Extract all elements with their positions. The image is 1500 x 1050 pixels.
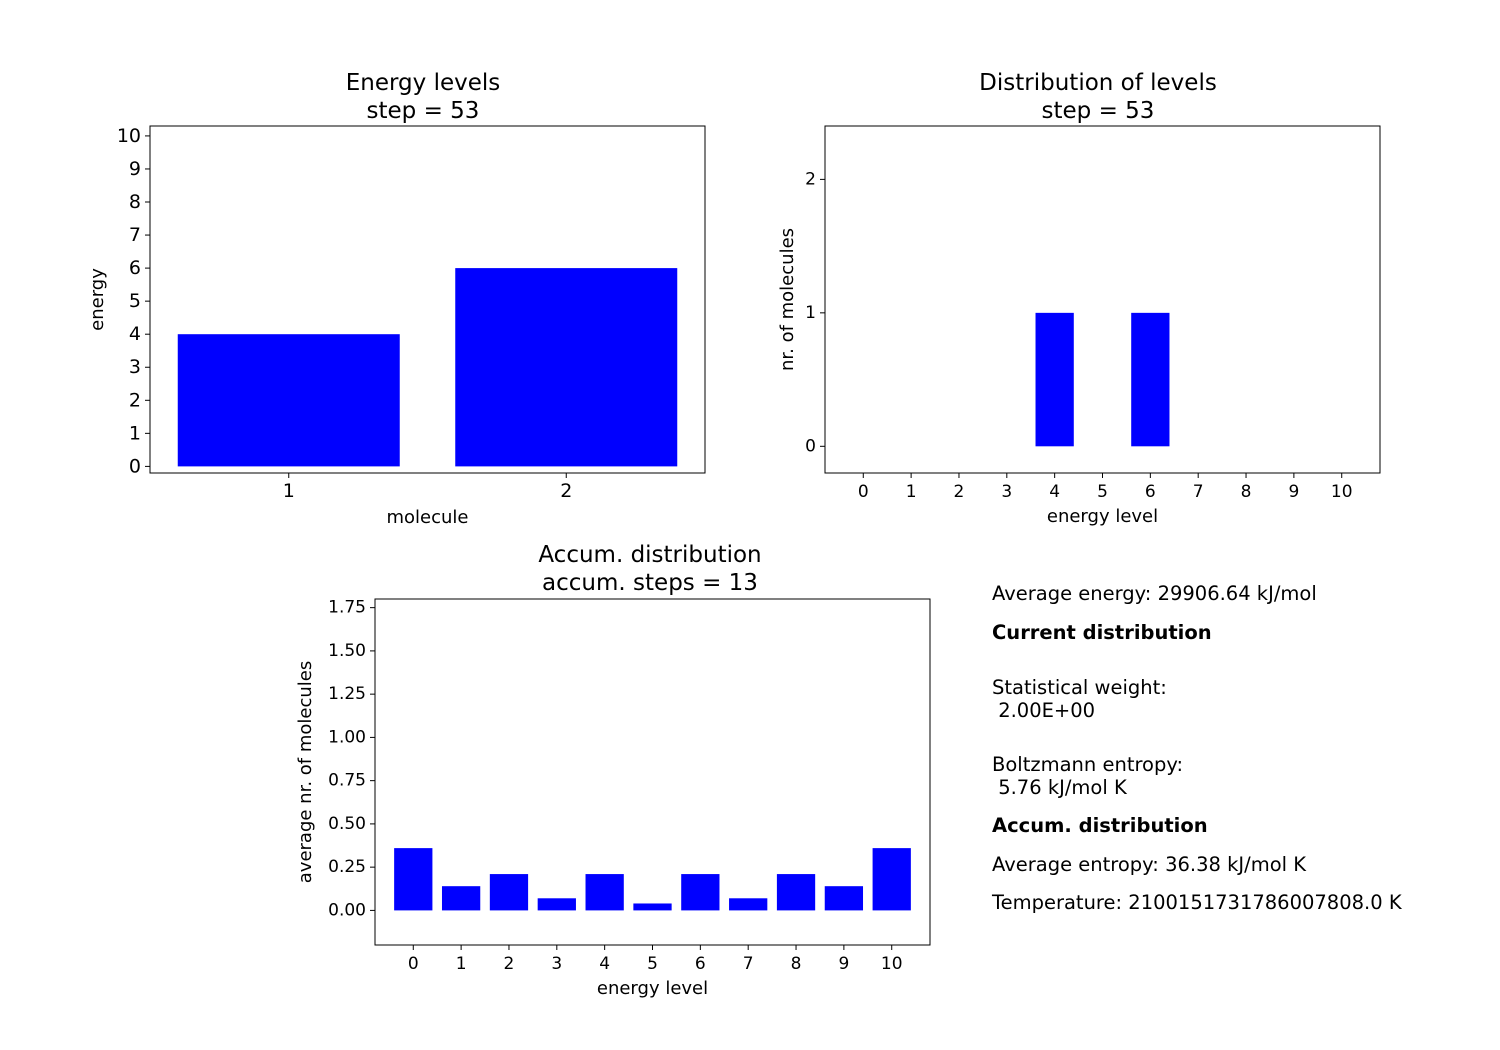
chart3-bar-5 xyxy=(633,903,672,911)
chart1-y-axis-label: energy xyxy=(87,268,108,331)
chart2-bar-4 xyxy=(1035,312,1074,447)
chart1-bar-1 xyxy=(177,334,400,467)
chart3-x-tick-label-8: 8 xyxy=(791,954,802,974)
chart1-y-tick-label-2: 2 xyxy=(129,389,141,411)
chart3-y-tick-label-1.25: 1.25 xyxy=(328,684,366,704)
chart1-y-tick-label-3: 3 xyxy=(129,356,141,378)
chart1-x-axis-label: molecule xyxy=(386,507,468,528)
chart2-x-tick-label-2: 2 xyxy=(954,482,965,502)
chart3-title-line-2: accum. steps = 13 xyxy=(542,570,758,596)
chart2-y-tick-label-0: 0 xyxy=(805,436,816,456)
chart2-x-tick-label-5: 5 xyxy=(1097,482,1108,502)
chart1-title-line-2: step = 53 xyxy=(367,98,480,124)
chart3-y-tick-label-0.75: 0.75 xyxy=(328,771,366,791)
chart3-bar-7 xyxy=(729,898,768,911)
chart2-axes-frame xyxy=(824,125,1381,474)
chart3-bar-0 xyxy=(394,848,433,911)
chart3-x-tick-label-1: 1 xyxy=(456,954,467,974)
chart1-y-tick-label-5: 5 xyxy=(129,290,141,312)
chart1-y-tick-label-8: 8 xyxy=(129,191,141,213)
chart2-x-tick-label-3: 3 xyxy=(1001,482,1012,502)
chart3-x-tick-label-6: 6 xyxy=(695,954,706,974)
chart2-y-axis-label: nr. of molecules xyxy=(777,228,798,371)
chart3-bar-6 xyxy=(681,874,720,911)
temperature-text: Temperature: 2100151731786007808.0 K xyxy=(992,891,1402,914)
chart3-x-tick-label-2: 2 xyxy=(504,954,515,974)
chart2-x-tick-label-6: 6 xyxy=(1145,482,1156,502)
average-entropy-text: Average entropy: 36.38 kJ/mol K xyxy=(992,853,1307,876)
chart2-bar-6 xyxy=(1131,312,1170,447)
chart3-y-axis-label: average nr. of molecules xyxy=(295,661,316,883)
boltzmann-entropy-value: 5.76 kJ/mol K xyxy=(992,776,1127,799)
chart1-y-tick-label-1: 1 xyxy=(129,422,141,444)
chart3-x-tick-label-10: 10 xyxy=(881,954,903,974)
chart2-x-tick-label-9: 9 xyxy=(1288,482,1299,502)
chart3-y-tick-label-0.50: 0.50 xyxy=(328,814,366,834)
chart2-title-line-1: Distribution of levels xyxy=(979,70,1217,96)
current-distribution-heading: Current distribution xyxy=(992,621,1212,644)
chart3-y-tick-label-1.00: 1.00 xyxy=(328,727,366,747)
chart3-bar-2 xyxy=(489,874,529,911)
chart2-x-tick-label-8: 8 xyxy=(1241,482,1252,502)
chart1-x-tick-label-2: 2 xyxy=(560,480,572,502)
chart2-y-tick-label-1: 1 xyxy=(805,303,816,323)
chart3-x-tick-label-5: 5 xyxy=(647,954,658,974)
statistical-weight-value: 2.00E+00 xyxy=(992,699,1096,722)
chart2-title-line-2: step = 53 xyxy=(1042,98,1155,124)
chart3-y-tick-label-1.50: 1.50 xyxy=(328,641,366,661)
chart1-bar-2 xyxy=(455,268,678,467)
chart1-y-tick-label-6: 6 xyxy=(129,257,141,279)
chart1-y-tick-label-7: 7 xyxy=(129,224,141,246)
accum-distribution-heading: Accum. distribution xyxy=(992,814,1208,837)
chart1-title-line-1: Energy levels xyxy=(346,70,501,96)
chart1-y-tick-label-0: 0 xyxy=(129,455,141,477)
chart2-x-tick-label-4: 4 xyxy=(1049,482,1060,502)
chart3-y-tick-label-0.25: 0.25 xyxy=(328,857,366,877)
chart3-bar-3 xyxy=(537,898,576,911)
chart3-title-line-1: Accum. distribution xyxy=(538,542,761,568)
chart2-x-axis-label: energy level xyxy=(1047,506,1158,527)
chart3-x-tick-label-0: 0 xyxy=(408,954,419,974)
chart3-bar-4 xyxy=(585,874,624,911)
chart3-x-tick-label-4: 4 xyxy=(599,954,610,974)
chart2-x-tick-label-1: 1 xyxy=(906,482,917,502)
chart2-x-tick-label-7: 7 xyxy=(1193,482,1204,502)
chart1-y-tick-label-10: 10 xyxy=(117,125,141,147)
boltzmann-entropy-label: Boltzmann entropy: xyxy=(992,753,1184,776)
chart3-bar-1 xyxy=(441,886,481,911)
chart3-x-tick-label-9: 9 xyxy=(838,954,849,974)
chart2-x-tick-label-0: 0 xyxy=(858,482,869,502)
statistical-weight-label: Statistical weight: xyxy=(992,676,1167,699)
chart3-bar-10 xyxy=(872,848,911,911)
chart3-bar-9 xyxy=(824,886,864,911)
chart3-x-tick-label-7: 7 xyxy=(743,954,754,974)
chart1-axes-frame xyxy=(149,125,706,474)
chart3-y-tick-label-0.00: 0.00 xyxy=(328,900,366,920)
chart3-x-tick-label-3: 3 xyxy=(551,954,562,974)
chart2-y-tick-label-2: 2 xyxy=(805,169,816,189)
chart1-y-tick-label-4: 4 xyxy=(129,323,141,345)
chart3-y-tick-label-1.75: 1.75 xyxy=(328,598,366,618)
chart2-x-tick-label-10: 10 xyxy=(1331,482,1353,502)
chart3-x-axis-label: energy level xyxy=(597,978,708,999)
chart1-x-tick-label-1: 1 xyxy=(283,480,295,502)
chart1-y-tick-label-9: 9 xyxy=(129,158,141,180)
average-energy-text: Average energy: 29906.64 kJ/mol xyxy=(992,582,1317,605)
chart3-bar-8 xyxy=(776,874,816,911)
